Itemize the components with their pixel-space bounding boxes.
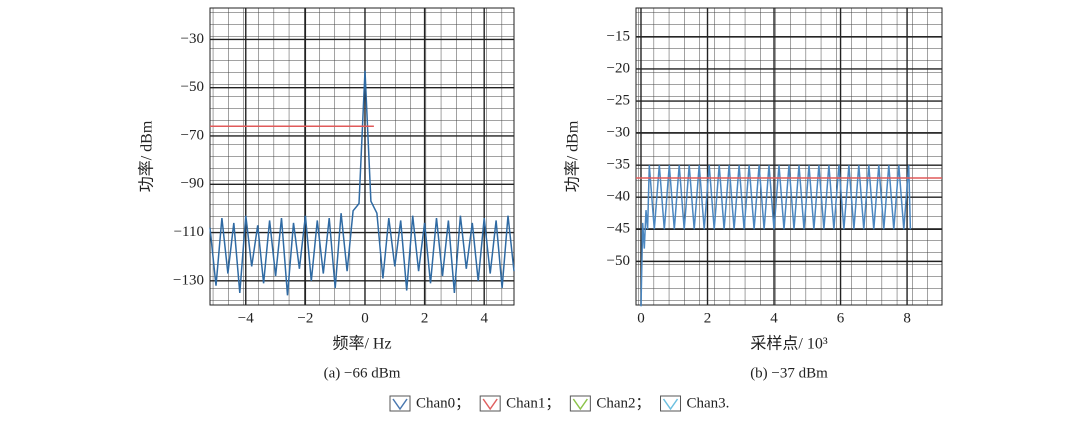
x-tick-label: 4 [770, 310, 778, 326]
legend-label: Chan2； [596, 395, 650, 411]
y-tick-label: −50 [607, 253, 630, 269]
y-axis-label: 功率/ dBm [564, 120, 582, 192]
plot-area [635, 7, 943, 306]
plot-area [209, 7, 515, 306]
x-tick-label: 8 [903, 310, 911, 326]
legend: Chan0； Chan1； Chan2； Chan3. [389, 395, 730, 412]
x-tick-label: 2 [421, 310, 429, 326]
y-tick-label: −50 [181, 79, 204, 95]
x-axis-label: 频率/ Hz [332, 335, 391, 353]
caption: (a) −66 dBm [324, 365, 401, 381]
legend-label: Chan1； [506, 395, 560, 411]
y-tick-label: −40 [607, 189, 630, 205]
y-tick-label: −30 [181, 31, 204, 47]
y-tick-label: −110 [174, 224, 204, 240]
legend-label: Chan3. [687, 395, 730, 411]
y-tick-label: −45 [607, 221, 630, 237]
x-tick-label: 0 [637, 310, 645, 326]
x-tick-label: 2 [704, 310, 712, 326]
y-tick-label: −25 [607, 92, 630, 108]
y-axis-label: 功率/ dBm [138, 120, 156, 192]
y-tick-label: −90 [181, 176, 204, 192]
data-line [640, 165, 912, 307]
x-tick-label: −2 [297, 310, 313, 326]
y-tick-label: −70 [181, 127, 204, 143]
legend-swatch [660, 395, 682, 412]
y-tick-label: −35 [607, 157, 630, 173]
y-tick-label: −30 [607, 125, 630, 141]
x-tick-label: 0 [361, 310, 369, 326]
x-tick-label: −4 [238, 310, 254, 326]
data-line [209, 70, 515, 296]
x-tick-label: 4 [480, 310, 488, 326]
y-tick-label: −20 [607, 60, 630, 76]
y-tick-label: −130 [173, 272, 204, 288]
legend-icon [572, 398, 588, 411]
y-tick-label: −15 [607, 28, 630, 44]
legend-swatch [569, 395, 591, 412]
legend-icon [662, 398, 679, 411]
caption: (b) −37 dBm [750, 365, 828, 381]
legend-icon [392, 398, 408, 411]
legend-swatch [479, 395, 501, 412]
x-axis-label: 采样点/ 10³ [750, 335, 827, 353]
legend-label: Chan0； [416, 395, 470, 411]
x-tick-label: 6 [837, 310, 845, 326]
legend-swatch [389, 395, 411, 412]
legend-icon [482, 398, 498, 411]
